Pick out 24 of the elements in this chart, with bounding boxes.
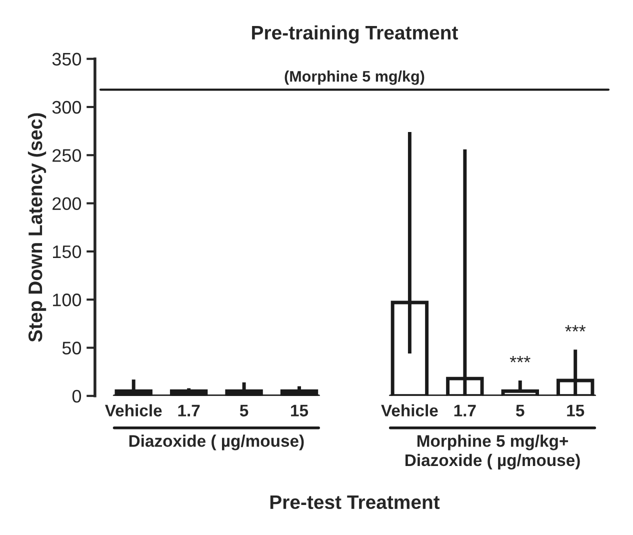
- y-tick-label: 300: [52, 100, 82, 114]
- y-axis-title: Step Down Latency (sec): [28, 113, 46, 342]
- y-tick-label: 350: [52, 52, 82, 66]
- x-tick-label: 15: [567, 404, 584, 416]
- x-tick-label: 15: [291, 404, 308, 416]
- y-tick-label: 150: [53, 245, 82, 258]
- data-label: ***: [510, 356, 530, 362]
- y-tick-label: 50: [62, 342, 82, 354]
- ref-line-label: (Morphine 5 mg/kg): [284, 70, 424, 85]
- y-tick-label: 250: [52, 149, 82, 162]
- x-tick-label: 1.7: [454, 404, 476, 416]
- y-tick-label: 100: [53, 294, 82, 306]
- x-tick-label: 5: [516, 404, 524, 416]
- x-tick-label: Vehicle: [104, 404, 162, 416]
- chart-title: Pre-training Treatment: [252, 25, 458, 44]
- text: Diazoxide ( µg/mouse): [129, 434, 304, 450]
- x-tick-label: 1.7: [178, 404, 200, 416]
- x-axis-title: Pre-test Treatment: [270, 495, 440, 510]
- x-tick-label: 5: [240, 404, 248, 416]
- y-tick-label: 0: [72, 390, 82, 403]
- text: Morphine 5 mg/kg+ Diazoxide ( µg/mouse): [406, 434, 580, 470]
- y-tick-label: 200: [52, 197, 82, 210]
- x-tick-label: Vehicle: [381, 404, 438, 416]
- data-label: ***: [565, 325, 586, 332]
